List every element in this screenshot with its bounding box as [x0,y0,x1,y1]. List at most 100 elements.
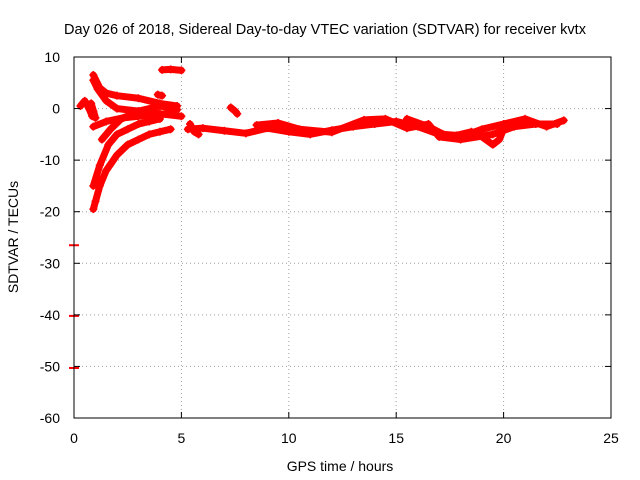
y-tick-label: -50 [40,358,60,374]
data-point [241,129,250,138]
grid-lines [74,57,611,418]
x-tick-label: 20 [496,430,512,446]
data-point [155,99,164,108]
x-tick-label: 15 [388,430,404,446]
series-arc-start [185,120,203,139]
data-point [123,140,132,149]
data-point [155,127,164,136]
y-tick-label: -40 [40,307,60,323]
data-point [134,112,143,121]
data-point [153,90,162,99]
y-tick-label: -30 [40,255,60,271]
data-point [102,96,111,105]
data-point [166,65,175,74]
y-tick-label: -10 [40,152,60,168]
y-tick-label: 0 [52,101,60,117]
data-point [166,125,175,134]
data-point [226,103,235,112]
data-point [190,127,199,136]
x-axis-label: GPS time / hours [287,458,394,474]
series-arc-upper [89,71,182,110]
data-point [452,131,461,140]
data-point [381,114,390,123]
data-point [194,130,203,139]
data-point [112,91,121,100]
data-point [173,101,182,110]
data-point [510,122,519,131]
data-point [112,104,121,113]
series-arc-mid-short [226,103,242,118]
data-point [95,161,104,170]
data-point [499,125,508,134]
data-point [478,125,487,134]
series-arc-top-short [158,65,186,75]
data-point [185,120,194,129]
chart-title: Day 026 of 2018, Sidereal Day-to-day VTE… [64,22,587,38]
data-point [327,128,336,137]
series-line [89,125,175,213]
data-point [559,116,568,125]
data-point [89,107,98,116]
data-point [198,124,207,133]
data-point [151,110,160,119]
data-point [495,135,504,144]
data-point [166,109,175,118]
x-tick-label: 5 [178,430,186,446]
data-point [102,117,111,126]
data-point [220,126,229,135]
series-arc-wave [402,114,476,140]
data-point [80,96,89,105]
data-point [89,76,98,85]
data-point [359,115,368,124]
series-arc-tiny [153,90,167,100]
data-point [177,112,186,121]
data-point [439,130,448,139]
data-point [295,125,304,134]
data-point [488,140,497,149]
y-tick-label: -20 [40,204,60,220]
series-arc-low [89,109,175,131]
data-point [488,130,497,139]
data-point [112,130,121,139]
data-point [134,120,143,129]
data-point [252,121,261,130]
data-point [402,124,411,133]
data-series [69,65,568,369]
data-point [177,66,186,75]
series-arc-left [76,96,100,122]
data-point [531,120,540,129]
data-point [85,104,94,113]
data-point [521,114,530,123]
data-point [123,125,132,134]
data-point [467,127,476,136]
data-point [76,101,85,110]
data-point [102,166,111,175]
data-point [145,130,154,139]
data-point [91,197,100,206]
y-tick-label: -60 [40,410,60,426]
data-point [89,181,98,190]
data-point [112,150,121,159]
data-point [134,135,143,144]
data-point [93,84,102,93]
x-tick-label: 10 [281,430,297,446]
data-point [158,65,167,74]
data-point [91,113,100,122]
x-tick-label: 25 [603,430,619,446]
data-point [89,122,98,131]
series-arc-dip [467,125,508,149]
data-point [233,109,242,118]
data-point [106,125,115,134]
data-point [104,140,113,149]
data-point [274,119,283,128]
y-tick-label: 10 [44,49,60,65]
data-point [97,135,106,144]
axis-ticks: 0 5 10 15 20 25 10 0 -10 -20 -30 -40 -50 -60 [40,49,619,446]
y-axis-label: SDTVAR / TECUs [5,181,21,293]
data-point [119,113,128,122]
series-arc-rise-1 [89,125,175,214]
data-point [553,120,562,129]
data-point [89,205,98,214]
data-point [134,94,143,103]
